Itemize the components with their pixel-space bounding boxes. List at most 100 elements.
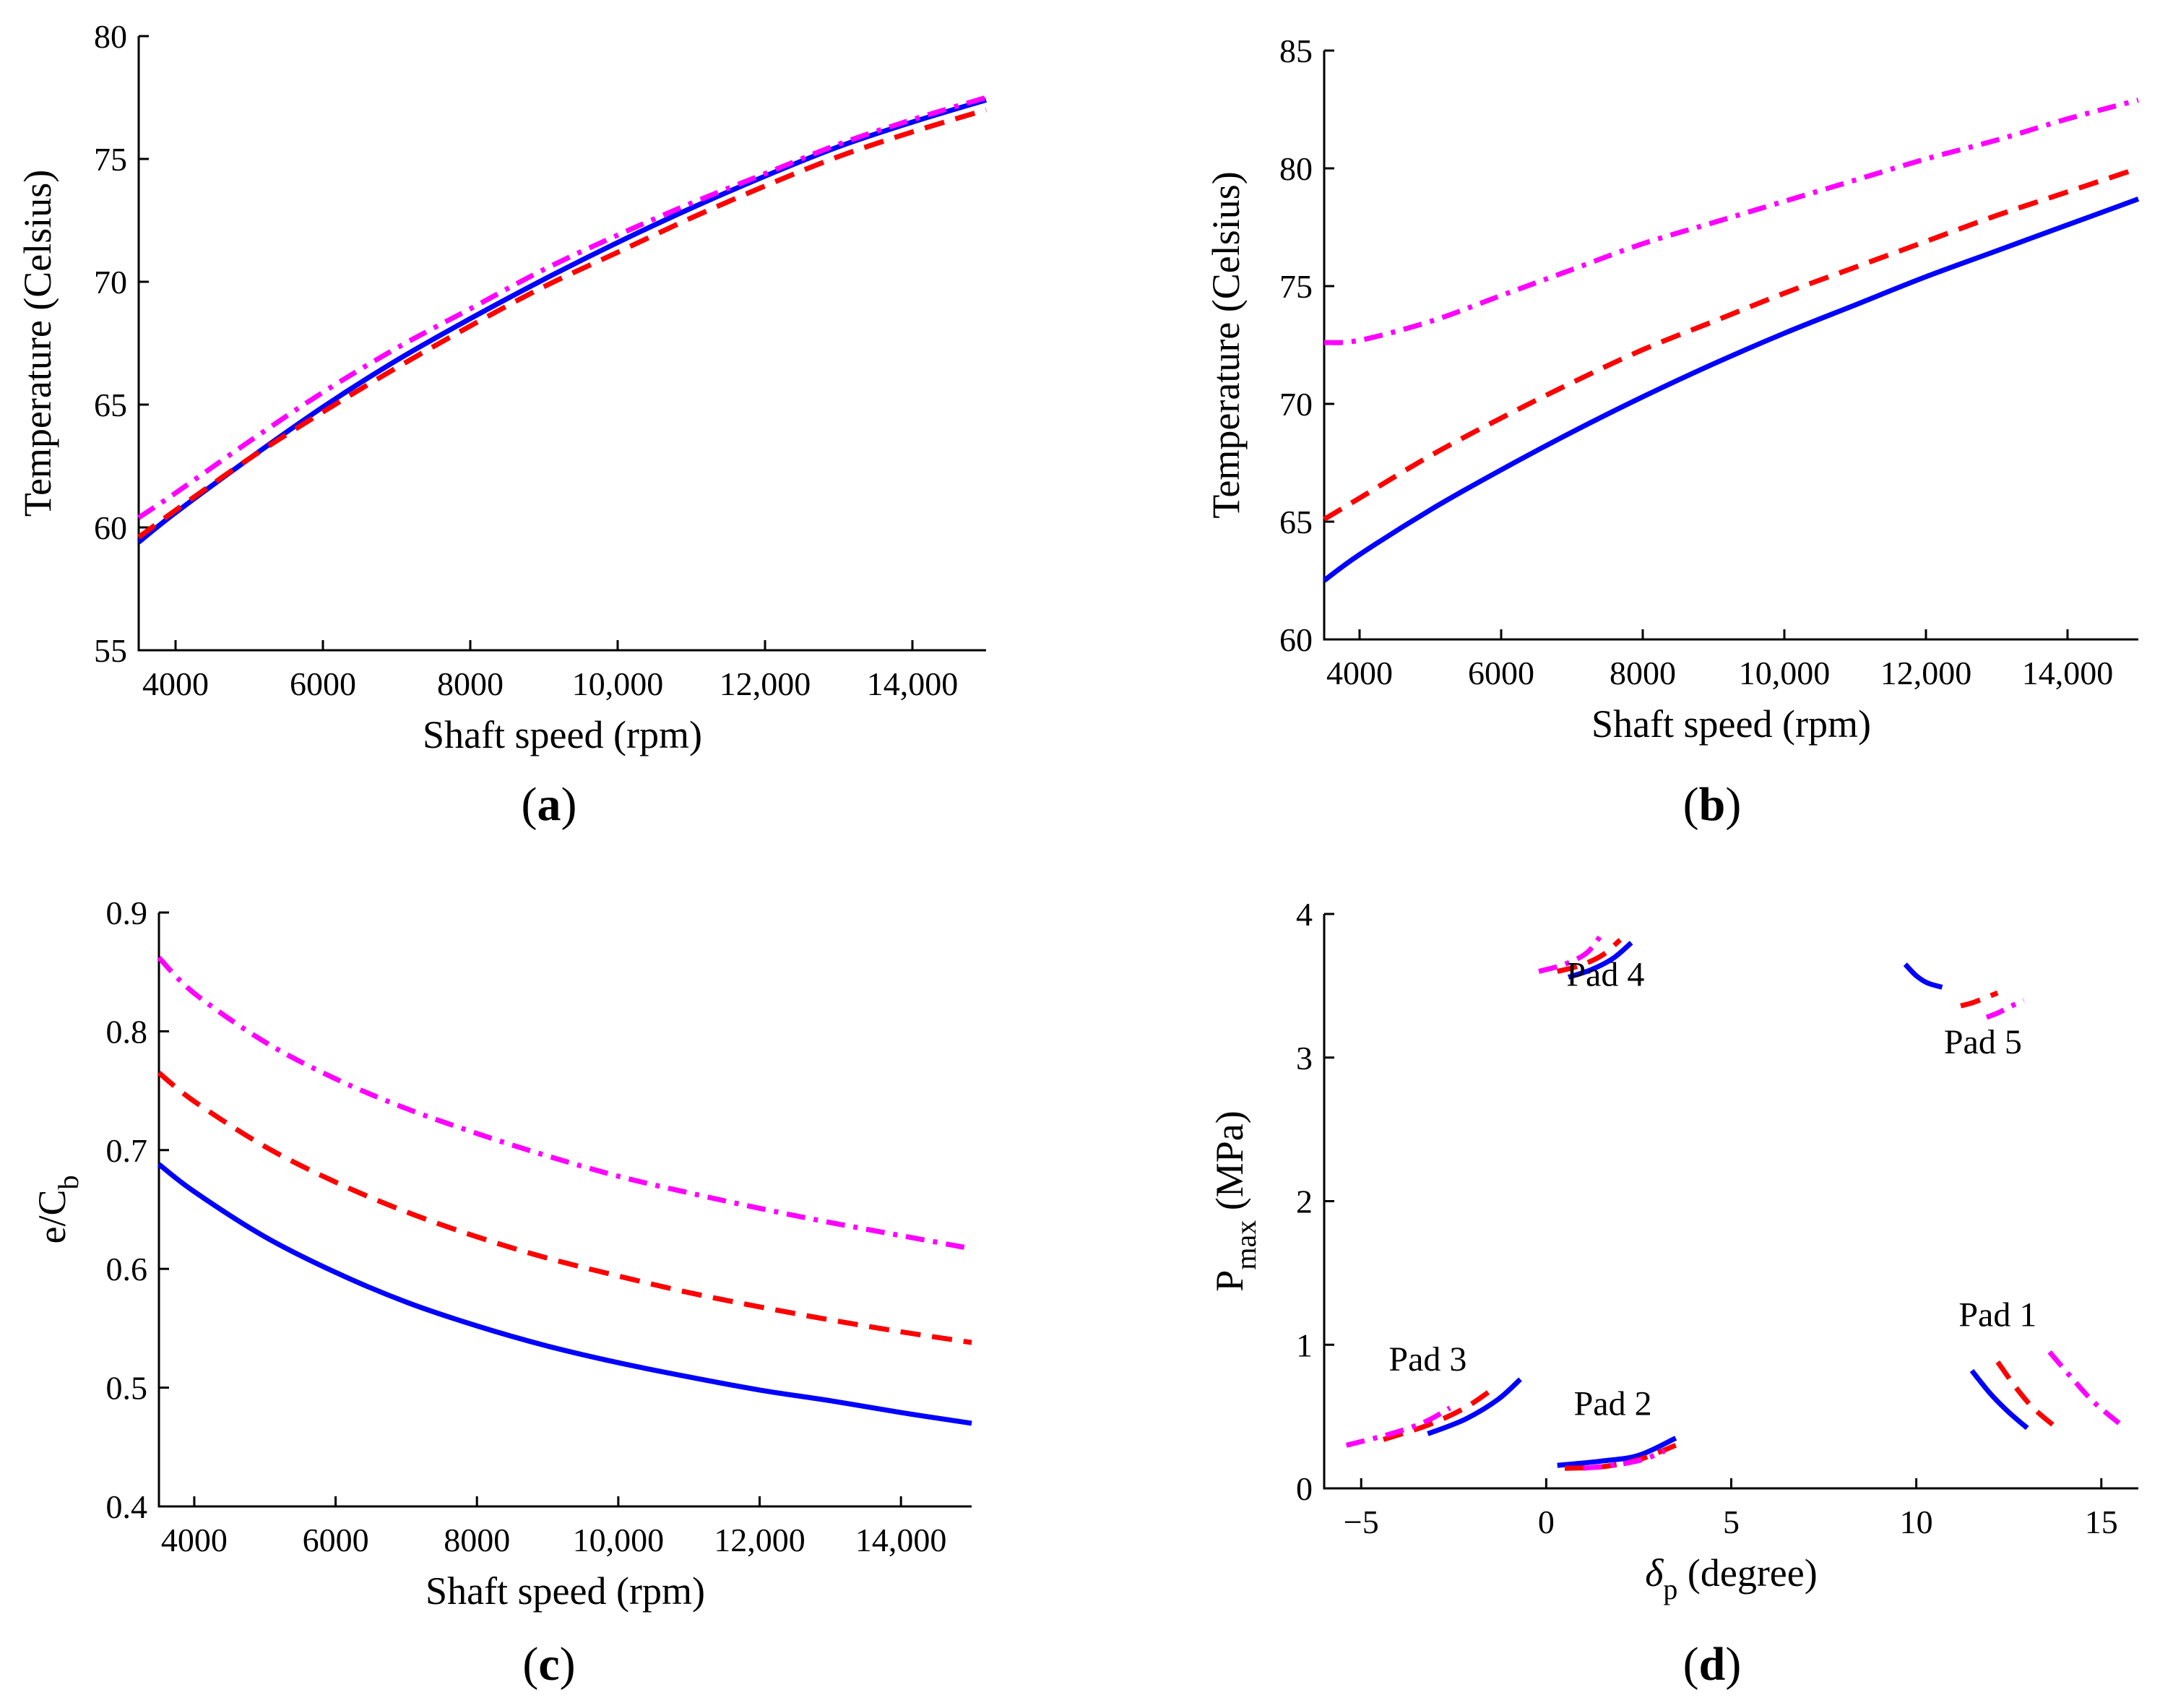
y-tick-label: 3 xyxy=(1296,1040,1313,1077)
pad-label: Pad 5 xyxy=(1944,1023,2022,1061)
series-line-blue-solid xyxy=(137,98,988,545)
y-label-main: e/C xyxy=(30,1190,74,1244)
x-axis-label: Shaft speed (rpm) xyxy=(1591,702,1871,746)
y-tick-label: 0.9 xyxy=(106,894,148,931)
y-tick-label: 80 xyxy=(1279,150,1313,187)
series-line-pad-4-magenta xyxy=(1538,932,1604,974)
caption-letter: b xyxy=(1699,778,1726,831)
y-tick-label: 70 xyxy=(94,264,127,301)
x-tick-label: 4000 xyxy=(161,1522,228,1558)
pad-label: Pad 1 xyxy=(1958,1295,2036,1334)
series-line-magenta-dash-dot xyxy=(137,95,988,520)
x-axis-label: Shaft speed (rpm) xyxy=(425,1569,705,1613)
series-line-pad-1-magenta xyxy=(2047,1350,2122,1426)
caption-close-paren: ) xyxy=(560,1638,576,1691)
panel-d: −5 0 5 10 15 0 1 2 3 4 δp (degree) Pmax (MPa) (d) Pad… xyxy=(1208,896,2138,1691)
x-tick-label: 4000 xyxy=(1326,655,1393,691)
y-tick-label: 85 xyxy=(1279,33,1313,69)
x-label-subscript: p xyxy=(1663,1573,1677,1605)
caption-open-paren: ( xyxy=(522,778,537,831)
x-tick-label: 6000 xyxy=(303,1522,369,1558)
panel-c: 4000 6000 8000 10,000 12,000 14,000 0.4 0.5 0.6 0… xyxy=(30,894,972,1691)
series-line-pad-4-blue xyxy=(1567,941,1633,980)
x-tick-label: 6000 xyxy=(1468,655,1534,691)
series-line-pad-3-blue xyxy=(1427,1377,1522,1436)
y-tick-label: 0.5 xyxy=(106,1370,148,1407)
y-tick-label: 65 xyxy=(1279,504,1313,540)
x-tick-label: 8000 xyxy=(1610,655,1676,691)
x-tick-label: 10,000 xyxy=(1739,655,1831,691)
y-tick-label: 55 xyxy=(94,632,127,669)
y-tick-label: 0 xyxy=(1296,1470,1313,1507)
axes-frame xyxy=(137,36,986,652)
series-line-pad-3-red xyxy=(1382,1386,1496,1442)
x-tick-label: 10 xyxy=(1900,1504,1933,1540)
caption-open-paren: ( xyxy=(1683,1638,1699,1691)
panel-caption: (d) xyxy=(1683,1638,1742,1691)
caption-close-paren: ) xyxy=(1725,778,1741,831)
caption-open-paren: ( xyxy=(522,1638,538,1691)
y-tick-label: 70 xyxy=(1279,386,1313,423)
series-line-magenta-dash-dot xyxy=(157,956,972,1251)
y-label-unit: (MPa) xyxy=(1208,1110,1251,1220)
panel-a: 4000 6000 8000 10,000 12,000 14,000 55 60 65 70 75… xyxy=(16,18,988,831)
axes-frame xyxy=(157,913,972,1508)
y-tick-label: 0.6 xyxy=(106,1251,148,1288)
series-line-red-dashed xyxy=(157,1071,972,1345)
y-label-subscript: max xyxy=(1230,1220,1262,1270)
series-line-pad-5-red xyxy=(1960,991,1999,1009)
series-line-red-dashed xyxy=(1323,165,2140,522)
y-axis-label: e/Cb xyxy=(30,1176,85,1244)
y-tick-label: 0.4 xyxy=(106,1488,148,1525)
x-tick-label: 14,000 xyxy=(867,665,959,702)
y-tick-label: 65 xyxy=(94,387,127,423)
series-line-blue-solid xyxy=(157,1162,972,1426)
pad-label: Pad 2 xyxy=(1574,1385,1652,1423)
y-tick-label: 75 xyxy=(1279,268,1313,305)
series-line-pad-2-red xyxy=(1564,1443,1677,1471)
series-line-pad-1-blue xyxy=(1969,1368,2029,1431)
series-line-pad-3-magenta xyxy=(1345,1405,1451,1448)
pad-label: Pad 3 xyxy=(1388,1340,1466,1379)
x-tick-label: 8000 xyxy=(437,665,504,702)
y-tick-label: 60 xyxy=(94,509,127,546)
series-line-blue-solid xyxy=(1322,197,2140,583)
y-label-main: P xyxy=(1208,1270,1251,1292)
y-axis-label: Temperature (Celsius) xyxy=(1204,171,1248,519)
x-tick-label: 4000 xyxy=(142,665,209,702)
y-axis-label: Temperature (Celsius) xyxy=(16,170,59,517)
caption-letter: c xyxy=(538,1638,559,1691)
x-tick-label: 8000 xyxy=(444,1522,510,1558)
y-tick-label: 80 xyxy=(94,18,127,55)
x-tick-label: 14,000 xyxy=(2022,655,2114,691)
y-tick-label: 0.7 xyxy=(106,1132,148,1169)
caption-open-paren: ( xyxy=(1683,778,1699,831)
x-label-unit: (degree) xyxy=(1677,1551,1817,1595)
x-tick-label: 12,000 xyxy=(720,665,811,702)
panel-b: 4000 6000 8000 10,000 12,000 14,000 60 65 70 75 80… xyxy=(1204,33,2140,831)
axes-frame xyxy=(1323,914,2138,1490)
y-tick-label: 1 xyxy=(1296,1327,1313,1363)
x-tick-label: 12,000 xyxy=(714,1522,805,1558)
x-tick-label: 10,000 xyxy=(573,1522,665,1558)
series-line-pad-1-red xyxy=(1995,1360,2062,1433)
x-tick-label: 10,000 xyxy=(572,665,664,702)
x-axis-label: δp (degree) xyxy=(1645,1551,1817,1605)
caption-letter: a xyxy=(537,778,561,831)
y-tick-label: 4 xyxy=(1296,896,1313,933)
caption-close-paren: ) xyxy=(561,778,577,831)
x-tick-label: 0 xyxy=(1538,1504,1555,1540)
y-tick-label: 0.8 xyxy=(106,1013,148,1050)
series-line-pad-4-red xyxy=(1556,938,1623,974)
x-tick-label: 6000 xyxy=(290,665,356,702)
y-tick-label: 60 xyxy=(1279,621,1313,658)
y-tick-label: 75 xyxy=(94,141,127,178)
series-line-pad-2-blue xyxy=(1557,1436,1677,1468)
x-tick-label: 5 xyxy=(1723,1504,1740,1540)
series-line-pad-5-magenta xyxy=(1985,998,2025,1020)
x-axis-label: Shaft speed (rpm) xyxy=(423,713,702,756)
x-tick-label: 12,000 xyxy=(1880,655,1972,691)
x-tick-label: 15 xyxy=(2085,1504,2118,1540)
series-line-pad-5-blue xyxy=(1903,962,1943,990)
